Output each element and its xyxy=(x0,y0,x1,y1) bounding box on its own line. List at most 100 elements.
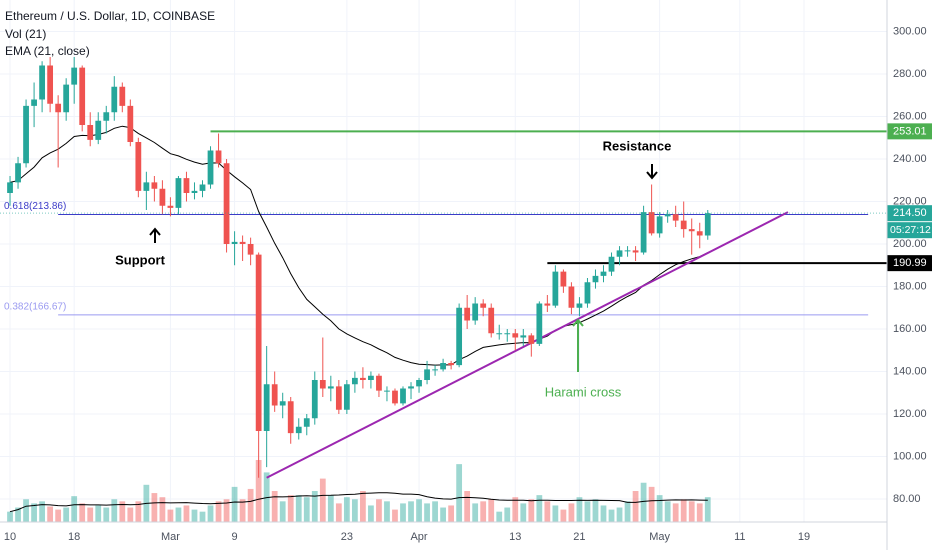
volume-bar xyxy=(63,507,70,522)
candle-body xyxy=(183,178,190,193)
candle-body xyxy=(247,243,254,255)
candle-body xyxy=(368,375,374,381)
price-badge-label: 253.01 xyxy=(893,125,927,137)
x-tick-label: Apr xyxy=(410,531,427,543)
volume-bar xyxy=(360,491,366,522)
candle-body xyxy=(15,163,21,183)
volume-bar xyxy=(696,503,703,522)
annotation-arrowhead xyxy=(572,318,584,327)
indicator-label: EMA (21, close) xyxy=(5,44,90,58)
candle-body xyxy=(592,275,599,283)
candle-body xyxy=(231,241,238,244)
candle-body xyxy=(392,390,398,404)
volume-bar xyxy=(432,501,438,522)
candle-body xyxy=(191,190,198,193)
candle-body xyxy=(159,188,166,206)
volume-bar xyxy=(319,478,326,522)
volume-bar xyxy=(71,496,78,522)
candle-body xyxy=(576,303,583,308)
candle-body xyxy=(608,256,615,272)
annotation-text: Support xyxy=(115,252,165,267)
last-price-badge xyxy=(887,205,932,222)
candle-body xyxy=(360,377,366,381)
y-tick-label: 80.00 xyxy=(893,493,921,505)
volume-bar xyxy=(15,507,21,522)
symbol-title: Ethereum / U.S. Dollar, 1D, COINBASE xyxy=(5,9,215,23)
volume-bar xyxy=(480,501,487,522)
candle-body xyxy=(512,333,519,338)
volume-bar xyxy=(624,501,631,522)
last-price-label: 214.50 xyxy=(893,207,927,219)
candle-body xyxy=(632,250,639,253)
candle-body xyxy=(544,303,551,306)
candle-body xyxy=(319,380,326,389)
volume-bar xyxy=(552,505,559,522)
candle-body xyxy=(504,333,511,335)
volume-bar xyxy=(167,509,174,522)
candle-body xyxy=(640,212,647,253)
candle-body xyxy=(600,271,607,276)
candle-body xyxy=(440,363,446,370)
volume-bar xyxy=(279,501,286,522)
y-tick-label: 120.00 xyxy=(893,408,927,420)
volume-bar xyxy=(151,493,158,522)
x-tick-label: 18 xyxy=(68,531,80,543)
volume-bar xyxy=(464,491,471,522)
volume-bar xyxy=(560,509,567,522)
candle-body xyxy=(384,390,390,392)
indicator-label: Vol (21) xyxy=(5,27,46,41)
candle-body xyxy=(496,333,503,335)
candle-body xyxy=(688,229,695,232)
x-tick-label: 9 xyxy=(232,531,238,543)
volume-bar xyxy=(343,497,350,522)
volume-bar xyxy=(424,503,430,522)
volume-bar xyxy=(408,501,414,522)
candle-body xyxy=(215,150,222,164)
volume-bar xyxy=(87,507,94,522)
y-tick-label: 260.00 xyxy=(893,110,927,122)
candle-body xyxy=(520,335,527,338)
candle-body xyxy=(47,65,54,104)
volume-bar xyxy=(135,501,142,522)
y-tick-label: 160.00 xyxy=(893,323,927,335)
volume-bar xyxy=(207,505,214,522)
x-tick-label: 23 xyxy=(341,531,353,543)
candle-body xyxy=(71,67,78,85)
candle-body xyxy=(23,105,29,164)
volume-bar xyxy=(55,509,62,522)
candle-body xyxy=(255,254,262,432)
candle-body xyxy=(680,220,687,230)
volume-bar xyxy=(544,501,551,522)
candle-body xyxy=(408,386,414,389)
volume-bar xyxy=(704,497,711,522)
volume-bar xyxy=(368,505,374,522)
x-tick-label: 10 xyxy=(4,531,16,543)
volume-bar xyxy=(23,499,29,522)
volume-bar xyxy=(191,509,198,522)
volume-bar xyxy=(223,499,230,522)
ema-line xyxy=(9,125,709,366)
volume-bar xyxy=(95,505,102,522)
candle-body xyxy=(279,401,286,406)
volume-bar xyxy=(119,501,126,522)
candle-body xyxy=(400,388,406,404)
candle-body xyxy=(103,112,110,121)
volume-bar xyxy=(111,499,118,522)
annotation-arrowhead xyxy=(149,227,161,236)
volume-bar xyxy=(376,499,382,522)
candle-body xyxy=(327,386,334,389)
fib-label: 0.382(166.67) xyxy=(4,301,66,312)
candle-body xyxy=(424,369,430,381)
volume-bar xyxy=(400,503,406,522)
volume-bar xyxy=(271,491,278,522)
volume-bar xyxy=(335,503,342,522)
y-tick-label: 100.00 xyxy=(893,450,927,462)
volume-bar xyxy=(688,501,695,522)
candle-body xyxy=(351,377,358,385)
candle-body xyxy=(432,369,438,371)
candle-body xyxy=(95,120,102,140)
annotation-text: Resistance xyxy=(603,138,672,153)
candle-body xyxy=(63,84,70,113)
volume-bar xyxy=(416,499,422,522)
